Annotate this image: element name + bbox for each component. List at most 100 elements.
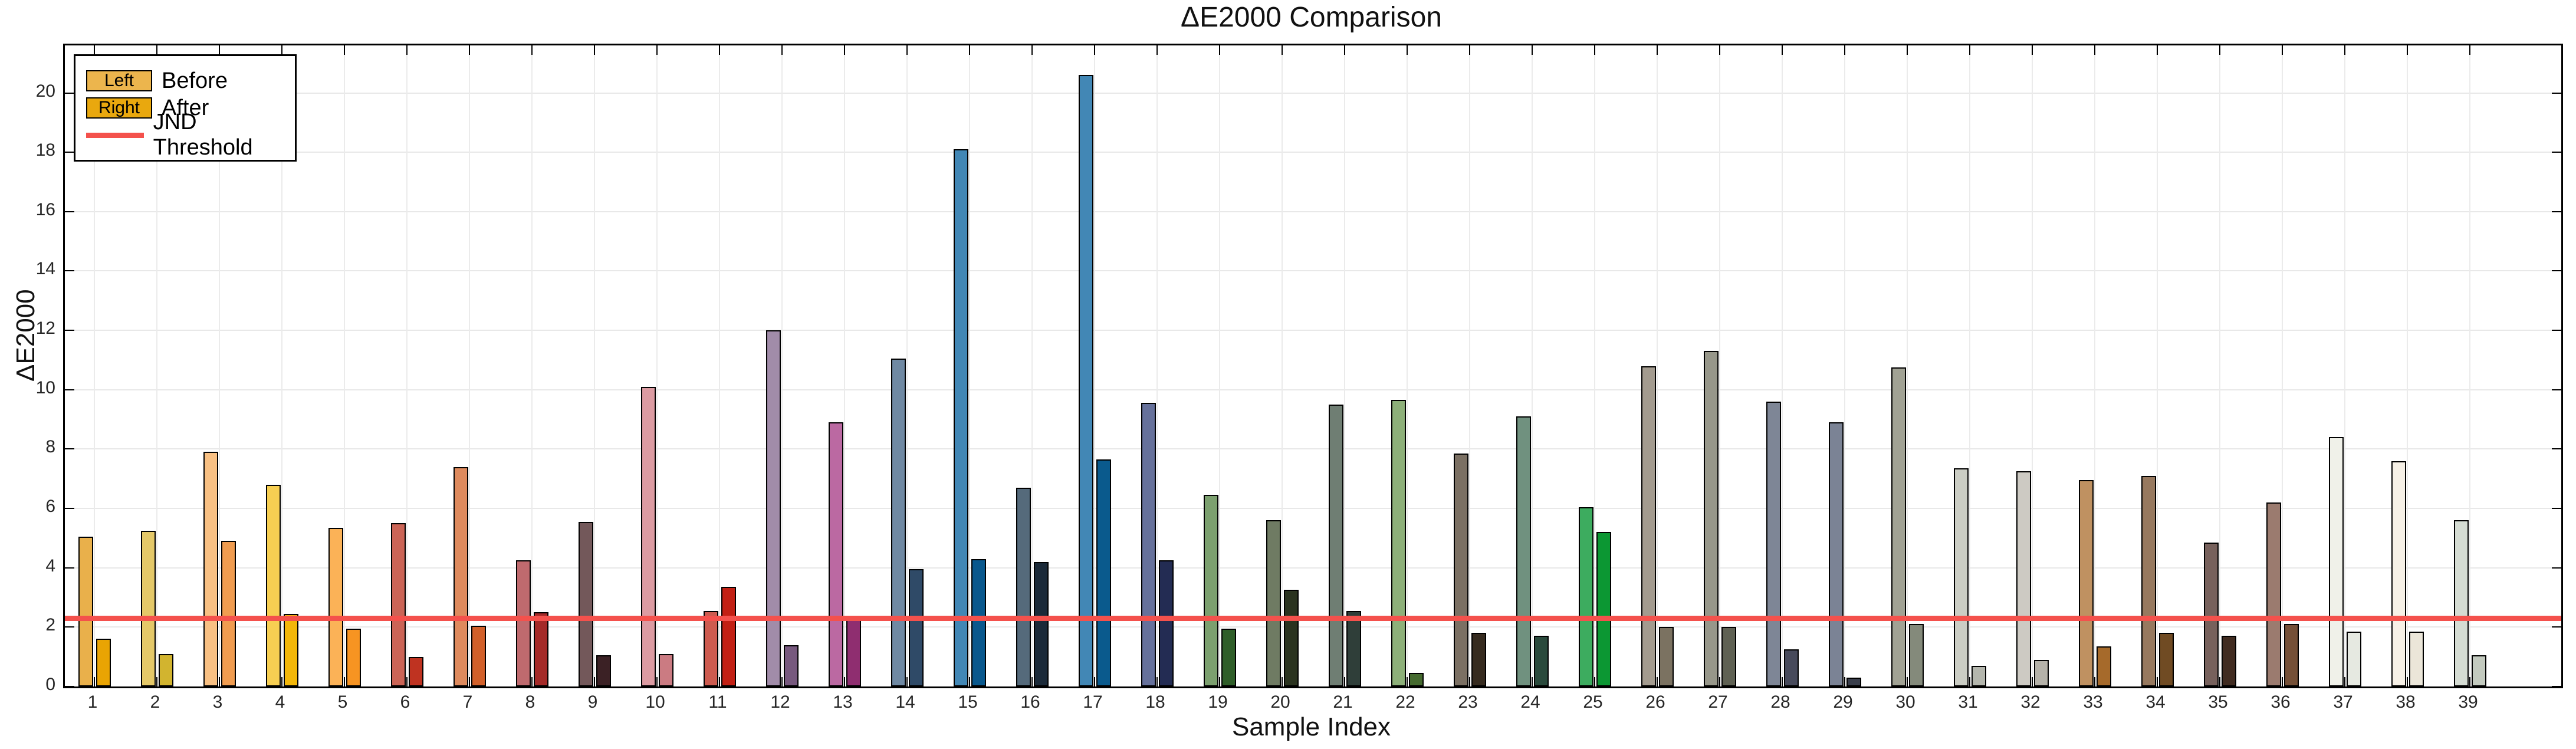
y-tick-label: 12 — [35, 318, 55, 339]
h-gridline — [65, 389, 2561, 390]
v-gridline — [2094, 45, 2095, 686]
bar-before-36 — [2266, 502, 2281, 686]
x-tick-label: 1 — [87, 692, 98, 712]
y-tick-right — [2552, 152, 2561, 153]
x-tick — [1719, 677, 1720, 686]
bar-before-6 — [391, 523, 406, 686]
y-tick-right — [2552, 92, 2561, 94]
legend-label-before: Before — [162, 68, 228, 93]
x-tick-label: 34 — [2145, 692, 2166, 712]
x-tick — [1344, 677, 1345, 686]
x-tick-label: 8 — [525, 692, 535, 712]
bar-after-9 — [596, 655, 611, 686]
h-gridline — [65, 330, 2561, 331]
v-gridline — [1407, 45, 1408, 686]
bar-after-11 — [721, 587, 736, 686]
bar-before-38 — [2391, 461, 2406, 686]
bar-after-22 — [1409, 673, 1424, 686]
y-tick-left — [65, 211, 74, 212]
y-tick-label: 8 — [45, 437, 55, 457]
bar-before-11 — [704, 610, 718, 686]
x-tick — [1219, 677, 1220, 686]
v-gridline — [156, 45, 157, 686]
x-tick — [2219, 677, 2220, 686]
bar-before-7 — [454, 467, 468, 686]
y-tick-right — [2552, 448, 2561, 450]
v-gridline — [1594, 45, 1595, 686]
y-tick-right — [2552, 686, 2561, 687]
bar-after-37 — [2347, 631, 2361, 686]
x-tick-top — [2094, 45, 2095, 55]
x-tick — [531, 677, 533, 686]
x-tick-top — [1094, 45, 1095, 55]
x-tick — [1156, 677, 1158, 686]
plot-area — [63, 44, 2563, 688]
x-tick-label: 19 — [1208, 692, 1228, 712]
x-tick-top — [1344, 45, 1345, 55]
x-tick-top — [1219, 45, 1220, 55]
x-tick-top — [281, 45, 282, 55]
bar-after-35 — [2222, 636, 2236, 686]
x-tick-label: 5 — [337, 692, 348, 712]
bar-before-8 — [516, 560, 531, 686]
v-gridline — [594, 45, 595, 686]
x-tick-label: 14 — [895, 692, 915, 712]
bar-before-1 — [78, 536, 93, 686]
x-tick-top — [1469, 45, 1470, 55]
x-tick-label: 2 — [150, 692, 160, 712]
bar-before-9 — [579, 521, 593, 686]
bar-after-14 — [909, 569, 924, 686]
v-gridline — [969, 45, 970, 686]
v-gridline — [1156, 45, 1158, 686]
v-gridline — [656, 45, 658, 686]
bar-after-7 — [471, 625, 486, 686]
x-tick — [1844, 677, 1845, 686]
x-tick-label: 36 — [2271, 692, 2291, 712]
x-tick-top — [1282, 45, 1283, 55]
bar-before-19 — [1204, 495, 1218, 686]
bar-after-30 — [1909, 624, 1924, 686]
x-tick-top — [1532, 45, 1533, 55]
bar-before-25 — [1579, 507, 1593, 686]
v-gridline — [1094, 45, 1095, 686]
h-gridline — [65, 152, 2561, 153]
bar-before-31 — [1954, 468, 1969, 686]
y-tick-right — [2552, 389, 2561, 390]
v-gridline — [219, 45, 220, 686]
x-tick — [219, 677, 220, 686]
x-tick — [2469, 677, 2470, 686]
x-tick — [1469, 677, 1470, 686]
y-tick-label: 10 — [35, 377, 55, 398]
bar-before-24 — [1516, 416, 1531, 686]
y-tick-right — [2552, 211, 2561, 212]
x-tick — [1532, 677, 1533, 686]
x-tick — [156, 677, 157, 686]
x-tick-top — [2344, 45, 2345, 55]
v-gridline — [719, 45, 720, 686]
bar-before-10 — [641, 386, 656, 686]
x-tick-top — [2219, 45, 2220, 55]
x-tick — [1282, 677, 1283, 686]
bar-after-4 — [284, 613, 298, 686]
y-tick-label: 4 — [45, 556, 55, 576]
h-gridline — [65, 211, 2561, 212]
x-tick-label: 3 — [212, 692, 223, 712]
v-gridline — [94, 45, 95, 686]
bar-after-26 — [1659, 627, 1674, 686]
legend-row-after: Right After — [86, 96, 283, 120]
x-tick-label: 26 — [1645, 692, 1665, 712]
x-tick-label: 25 — [1583, 692, 1603, 712]
v-gridline — [781, 45, 783, 686]
x-tick — [2032, 677, 2033, 686]
x-tick-label: 24 — [1520, 692, 1540, 712]
y-tick-label: 14 — [35, 259, 55, 279]
bar-after-33 — [2097, 646, 2111, 686]
v-gridline — [1344, 45, 1345, 686]
v-gridline — [531, 45, 533, 686]
x-tick-label: 18 — [1145, 692, 1165, 712]
bar-after-19 — [1221, 628, 1236, 686]
x-tick — [719, 677, 720, 686]
x-tick-label: 16 — [1020, 692, 1040, 712]
bar-before-30 — [1891, 367, 1906, 686]
